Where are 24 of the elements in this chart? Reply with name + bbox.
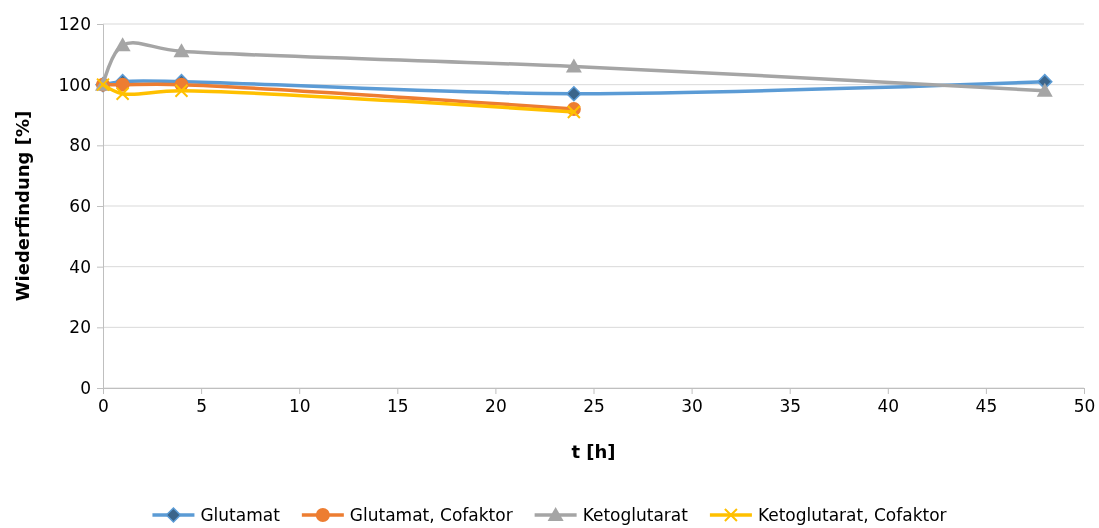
y-tick-label: 100	[58, 74, 91, 95]
legend-label: Glutamat	[200, 505, 281, 525]
x-tick-label: 40	[877, 396, 900, 417]
y-axis-title: Wiederfindung [%]	[12, 110, 33, 302]
x-tick-label: 45	[975, 396, 998, 417]
x-tick-label: 10	[288, 396, 311, 417]
legend-label: Ketoglutarat	[582, 505, 689, 525]
legend-label: Glutamat, Cofaktor	[349, 505, 513, 525]
x-tick-label: 15	[386, 396, 409, 417]
x-axis-title: t [h]	[571, 441, 616, 462]
legend-label: Ketoglutarat, Cofaktor	[757, 505, 947, 525]
y-tick-label: 0	[80, 377, 91, 398]
y-tick-label: 40	[69, 256, 91, 277]
x-tick-label: 25	[583, 396, 605, 417]
y-tick-label: 20	[69, 317, 91, 338]
y-tick-label: 60	[69, 195, 91, 216]
y-tick-label: 80	[69, 135, 91, 156]
x-tick-label: 5	[196, 396, 208, 417]
x-tick-label: 35	[779, 396, 802, 417]
x-tick-label: 50	[1073, 396, 1096, 417]
x-tick-label: 0	[98, 396, 109, 417]
y-tick-label: 120	[58, 13, 91, 34]
x-tick-label: 20	[485, 396, 507, 417]
x-tick-label: 30	[681, 396, 703, 417]
